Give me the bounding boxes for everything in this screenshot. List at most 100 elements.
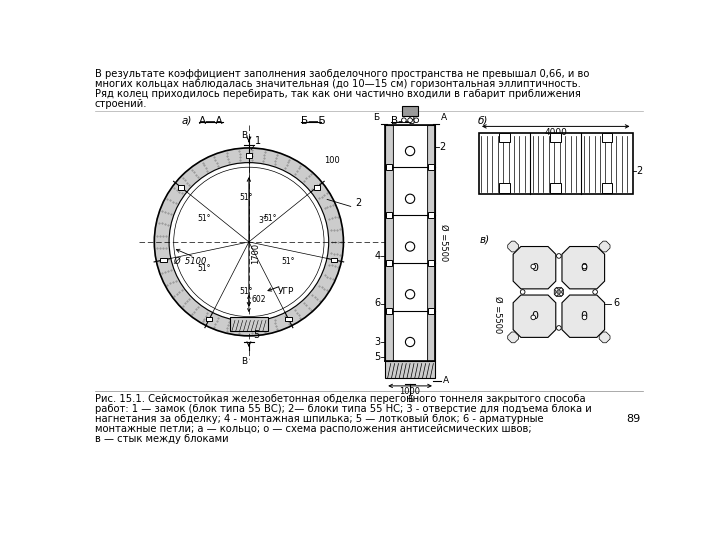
Text: 0: 0 bbox=[531, 262, 538, 273]
Text: 0: 0 bbox=[580, 311, 587, 321]
Bar bbox=[386, 308, 392, 314]
Bar bbox=[428, 164, 434, 170]
Polygon shape bbox=[513, 247, 556, 289]
Text: 51°: 51° bbox=[240, 193, 253, 202]
Text: 100: 100 bbox=[324, 156, 340, 165]
Circle shape bbox=[559, 293, 563, 296]
Text: 3: 3 bbox=[374, 337, 381, 347]
Bar bbox=[601, 132, 612, 142]
Bar bbox=[402, 106, 418, 116]
Text: Ø =5500: Ø =5500 bbox=[438, 224, 448, 261]
Text: Ø =5500: Ø =5500 bbox=[493, 296, 502, 334]
Circle shape bbox=[531, 315, 536, 320]
Circle shape bbox=[521, 289, 525, 294]
Text: Рис. 15.1. Сейсмостойкая железобетонная обделка перегонного тоннеля закрытого сп: Рис. 15.1. Сейсмостойкая железобетонная … bbox=[94, 394, 585, 404]
Text: работ: 1 — замок (блок типа 55 ВС); 2— блоки типа 55 НС; 3 - отверстие для подъе: работ: 1 — замок (блок типа 55 ВС); 2— б… bbox=[94, 404, 591, 414]
Circle shape bbox=[531, 264, 536, 269]
Text: Б: Б bbox=[373, 113, 379, 122]
Bar bbox=[499, 132, 510, 142]
Text: Ряд колец приходилось перебирать, так как они частично входили в габарит приближ: Ряд колец приходилось перебирать, так ка… bbox=[94, 90, 580, 99]
Text: А—А: А—А bbox=[199, 116, 223, 126]
Text: В—В: В—В bbox=[391, 116, 415, 126]
Text: 0: 0 bbox=[580, 262, 587, 273]
Text: 4000: 4000 bbox=[544, 128, 567, 137]
Text: В: В bbox=[241, 131, 247, 140]
Circle shape bbox=[582, 315, 587, 320]
Bar bbox=[393, 125, 427, 361]
Text: 51°: 51° bbox=[240, 287, 253, 296]
Circle shape bbox=[557, 254, 561, 258]
Text: многих кольцах наблюдалась значительная (до 10—15 см) горизонтальная эллиптичнос: многих кольцах наблюдалась значительная … bbox=[94, 79, 580, 90]
Circle shape bbox=[408, 118, 413, 123]
Circle shape bbox=[405, 338, 415, 347]
Text: А: А bbox=[441, 113, 447, 122]
Bar bbox=[428, 212, 434, 218]
Circle shape bbox=[559, 288, 563, 291]
Polygon shape bbox=[599, 241, 610, 252]
Bar bbox=[479, 132, 632, 194]
Text: строений.: строений. bbox=[94, 99, 147, 110]
Text: 2: 2 bbox=[636, 166, 643, 176]
Text: 51°: 51° bbox=[281, 256, 294, 266]
Text: 6: 6 bbox=[613, 299, 619, 308]
Text: 1700: 1700 bbox=[251, 243, 260, 264]
FancyBboxPatch shape bbox=[285, 317, 292, 321]
Circle shape bbox=[405, 242, 415, 251]
Text: А: А bbox=[443, 376, 449, 385]
FancyBboxPatch shape bbox=[178, 185, 184, 190]
Text: в — стык между блоками: в — стык между блоками bbox=[94, 434, 228, 444]
Text: 1: 1 bbox=[255, 137, 261, 146]
Bar bbox=[386, 164, 392, 170]
Text: в): в) bbox=[480, 234, 490, 244]
Bar bbox=[385, 361, 435, 378]
Bar bbox=[427, 125, 435, 361]
Bar bbox=[385, 125, 393, 361]
Circle shape bbox=[593, 289, 598, 294]
Bar bbox=[550, 184, 561, 193]
Text: монтажные петли; а — кольцо; о — схема расположения антисейсмических швов;: монтажные петли; а — кольцо; о — схема р… bbox=[94, 424, 531, 434]
Polygon shape bbox=[599, 332, 610, 343]
Circle shape bbox=[555, 293, 558, 296]
Text: 0: 0 bbox=[531, 311, 538, 321]
Polygon shape bbox=[562, 295, 605, 338]
Bar bbox=[499, 184, 510, 193]
Bar bbox=[428, 308, 434, 314]
Polygon shape bbox=[508, 241, 518, 252]
Polygon shape bbox=[513, 295, 556, 338]
Text: 51°: 51° bbox=[197, 214, 211, 224]
FancyBboxPatch shape bbox=[246, 153, 252, 158]
Text: 4: 4 bbox=[374, 251, 381, 261]
Text: 51°: 51° bbox=[264, 214, 277, 224]
Text: 5: 5 bbox=[374, 353, 381, 362]
Circle shape bbox=[582, 264, 587, 269]
Text: б): б) bbox=[477, 116, 488, 126]
Bar bbox=[428, 260, 434, 266]
Bar bbox=[601, 184, 612, 193]
Polygon shape bbox=[554, 287, 564, 296]
Text: Ø  5100: Ø 5100 bbox=[173, 256, 207, 266]
Bar bbox=[386, 260, 392, 266]
Text: В результате коэффициент заполнения заобделочного пространства не превышал 0,66,: В результате коэффициент заполнения заоб… bbox=[94, 70, 589, 79]
Text: Б—Б: Б—Б bbox=[301, 116, 325, 126]
Circle shape bbox=[402, 118, 406, 123]
Polygon shape bbox=[562, 247, 605, 289]
Circle shape bbox=[405, 194, 415, 204]
Text: В: В bbox=[241, 357, 247, 367]
Circle shape bbox=[414, 118, 418, 123]
Text: Б: Б bbox=[407, 395, 413, 404]
Circle shape bbox=[557, 326, 561, 330]
Circle shape bbox=[555, 288, 558, 291]
Circle shape bbox=[405, 289, 415, 299]
Bar bbox=[550, 132, 561, 142]
Text: УГР: УГР bbox=[279, 287, 294, 295]
Text: 602: 602 bbox=[252, 294, 266, 303]
FancyBboxPatch shape bbox=[313, 185, 320, 190]
Bar bbox=[386, 212, 392, 218]
FancyBboxPatch shape bbox=[206, 317, 212, 321]
Text: 2: 2 bbox=[439, 142, 446, 152]
Text: 3°: 3° bbox=[258, 216, 267, 225]
Text: а): а) bbox=[181, 116, 192, 126]
Text: 2: 2 bbox=[355, 198, 361, 208]
Text: 51°: 51° bbox=[197, 265, 211, 273]
Text: 1000: 1000 bbox=[400, 387, 420, 396]
